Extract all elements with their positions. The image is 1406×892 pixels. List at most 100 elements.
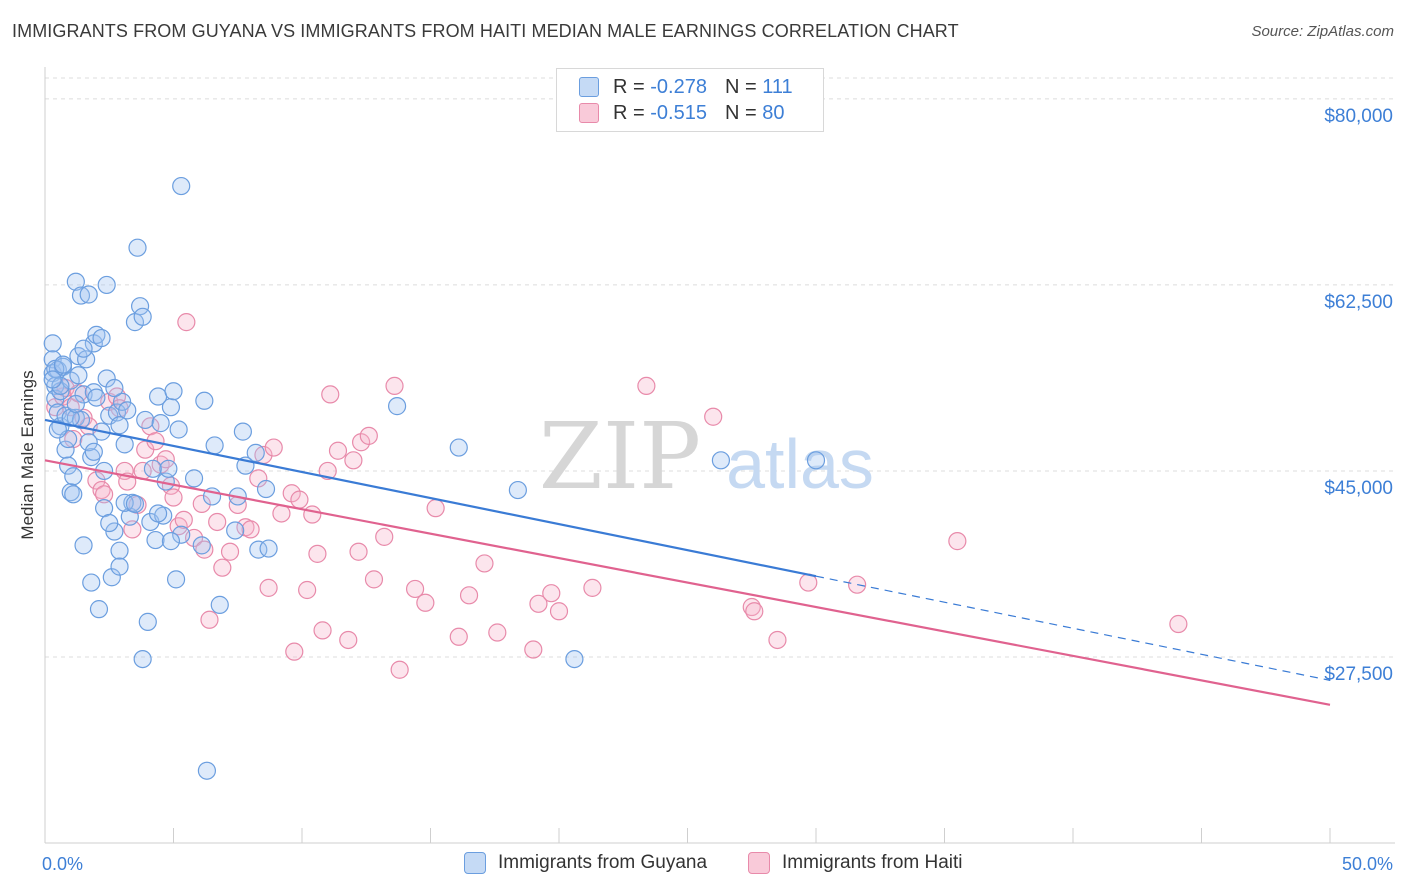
legend-n-label: N = <box>724 101 757 124</box>
guyana-point <box>159 459 178 478</box>
haiti-point <box>213 558 232 577</box>
correlation-legend: R = -0.278 N = 111 R = -0.515 N = 80 <box>556 68 824 132</box>
guyana-point <box>66 272 85 291</box>
haiti-point <box>290 490 309 509</box>
legend-row-guyana: R = -0.278 N = 111 <box>579 75 793 99</box>
haiti-point <box>328 441 348 460</box>
guyana-point <box>97 275 116 295</box>
axes <box>44 67 1395 844</box>
guyana-point <box>64 485 83 504</box>
guyana-point <box>172 525 191 544</box>
guyana-point <box>79 433 98 452</box>
guyana-point <box>64 467 83 486</box>
guyana-point <box>112 392 132 411</box>
guyana-point <box>48 420 67 439</box>
series-legend-guyana[interactable]: Immigrants from Guyana <box>464 852 707 874</box>
guyana-point <box>138 612 157 631</box>
haiti-point <box>285 642 304 661</box>
haiti-point <box>321 385 340 404</box>
guyana-point <box>74 339 93 358</box>
guyana-point <box>806 451 826 470</box>
guyana-point <box>110 557 129 576</box>
haiti-point <box>313 621 332 640</box>
haiti-point <box>475 554 494 573</box>
y-tick-label: $27,500 <box>1324 664 1393 685</box>
guyana-point <box>110 541 129 560</box>
haiti-point <box>359 426 378 445</box>
haiti-point <box>385 376 404 396</box>
haiti-point <box>524 640 543 659</box>
legend-r-value: -0.278 <box>650 75 707 98</box>
trend-line-haiti <box>44 459 1331 706</box>
legend-r-label: R = <box>613 75 645 98</box>
chart-title: IMMIGRANTS FROM GUYANA VS IMMIGRANTS FRO… <box>12 21 959 41</box>
watermark-zip: ZIP <box>539 403 701 510</box>
haiti-point <box>768 630 787 650</box>
watermark: ZIP atlas <box>539 403 874 510</box>
x-tick-label-max: 50.0% <box>1342 854 1393 874</box>
haiti-point <box>364 570 384 589</box>
haiti-points <box>46 313 1188 679</box>
guyana-point <box>387 397 407 416</box>
haiti-point <box>1169 614 1188 634</box>
haiti-point <box>303 505 322 524</box>
haiti-point <box>192 494 211 513</box>
guyana-point <box>233 422 252 441</box>
gridlines <box>45 77 1395 658</box>
guyana-point <box>161 532 181 551</box>
haiti-point <box>308 544 327 563</box>
guyana-point <box>82 573 101 592</box>
x-tick-label-min: 0.0% <box>42 854 83 874</box>
haiti-point <box>177 313 196 332</box>
guyana-point <box>133 649 152 669</box>
haiti-point <box>298 580 317 600</box>
haiti-point <box>87 471 106 490</box>
haiti-point <box>637 376 656 396</box>
haiti-point <box>449 627 468 646</box>
haiti-point <box>264 438 283 457</box>
guyana-point <box>197 761 217 780</box>
guyana-point <box>205 436 224 455</box>
guyana-point <box>92 328 111 348</box>
guyana-point <box>195 391 214 410</box>
guyana-point <box>164 382 183 401</box>
legend-n-value: 111 <box>762 75 793 98</box>
guyana-point <box>148 504 168 523</box>
legend-r-value: -0.515 <box>650 101 707 124</box>
guyana-point <box>151 414 170 433</box>
guyana-point <box>87 388 106 407</box>
guyana-point <box>169 420 188 439</box>
series-label-haiti: Immigrants from Haiti <box>782 852 963 873</box>
haiti-point <box>542 584 561 603</box>
haiti-point <box>174 510 193 529</box>
guyana-point <box>77 350 96 369</box>
guyana-point <box>146 530 165 550</box>
guyana-point <box>184 469 204 488</box>
guyana-point <box>711 451 731 470</box>
guyana-point <box>226 521 245 540</box>
series-legend-haiti[interactable]: Immigrants from Haiti <box>748 852 963 874</box>
haiti-point <box>745 602 764 621</box>
guyana-point <box>71 286 91 305</box>
trend-line-guyana <box>44 418 817 578</box>
guyana-point <box>565 649 584 669</box>
guyana-point <box>87 325 106 344</box>
trend-line-guyana-extrapolated <box>815 575 1331 681</box>
haiti-point <box>583 578 602 597</box>
legend-swatch-guyana <box>579 77 599 97</box>
haiti-point <box>416 593 435 612</box>
guyana-point <box>74 536 93 555</box>
haiti-point <box>529 594 548 613</box>
guyana-point <box>56 440 75 459</box>
haiti-point <box>459 586 479 605</box>
haiti-point <box>344 451 363 470</box>
guyana-point <box>133 307 152 326</box>
guyana-point <box>192 536 211 555</box>
guyana-point <box>210 595 229 614</box>
guyana-point <box>256 479 276 499</box>
guyana-point <box>61 483 80 502</box>
series-label-guyana: Immigrants from Guyana <box>498 852 708 873</box>
y-tick-label: $62,500 <box>1324 292 1393 313</box>
guyana-points <box>43 176 826 780</box>
guyana-point <box>79 285 98 304</box>
